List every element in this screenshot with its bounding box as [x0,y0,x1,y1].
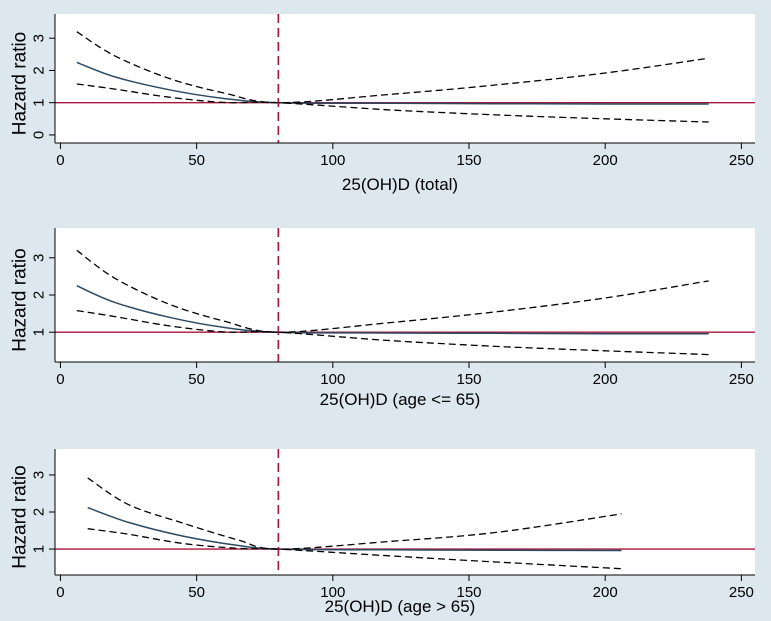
x-tick-label: 0 [56,584,64,601]
y-tick-label: 3 [31,254,48,262]
x-tick-label: 200 [593,152,618,169]
x-tick-label: 50 [188,584,205,601]
x-tick-label: 250 [729,371,754,388]
y-tick-label: 1 [31,545,48,553]
plot-area-age-le-65 [55,228,755,362]
y-axis-title-age-le-65: Hazard ratio [10,248,31,352]
x-tick-label: 0 [56,152,64,169]
y-tick-label: 2 [31,291,48,299]
x-tick-label: 150 [456,152,481,169]
x-tick-label: 50 [188,152,205,169]
upper-ci-line-age-le-65 [76,249,709,333]
x-tick-label: 50 [188,371,205,388]
x-tick-label: 100 [320,584,345,601]
x-axis-title-total: 25(OH)D (total) [342,175,458,194]
x-tick-label: 250 [729,152,754,169]
x-axis-title-age-le-65: 25(OH)D (age <= 65) [320,390,481,409]
x-tick-label: 150 [456,371,481,388]
y-tick-label: 2 [31,508,48,516]
y-axis-title-age-gt-65: Hazard ratio [10,465,31,569]
panel-total: 25(OH)D (total) Hazard ratio 0 50 100 150 20… [10,14,755,194]
y-tick-label: 1 [31,328,48,336]
panel-age-le-65: 25(OH)D (age <= 65) Hazard ratio 0 50 100 1… [10,228,755,409]
y-tick-label: 3 [31,471,48,479]
upper-ci-line-total [76,31,709,104]
y-tick-label: 1 [31,99,48,107]
x-tick-label: 0 [56,371,64,388]
upper-ci-line-age-gt-65 [87,477,622,550]
plot-area-age-gt-65 [55,449,755,575]
y-tick-label: 0 [31,131,48,139]
y-axis-title-total: Hazard ratio [10,32,31,136]
y-tick-label: 3 [31,34,48,42]
x-tick-label: 150 [456,584,481,601]
y-tick-label: 2 [31,66,48,74]
x-tick-label: 100 [320,371,345,388]
x-axis-title-age-gt-65: 25(OH)D (age > 65) [325,597,476,616]
x-tick-label: 100 [320,152,345,169]
x-tick-label: 250 [729,584,754,601]
estimate-line-age-le-65 [76,285,709,335]
lower-ci-line-age-le-65 [76,309,709,356]
estimate-line-total [76,61,709,105]
panel-age-gt-65: 25(OH)D (age > 65) Hazard ratio 0 50 100 15… [10,449,755,616]
plot-area-total [55,14,755,143]
lower-ci-line-total [76,83,709,123]
x-tick-label: 200 [593,371,618,388]
x-tick-label: 200 [593,584,618,601]
